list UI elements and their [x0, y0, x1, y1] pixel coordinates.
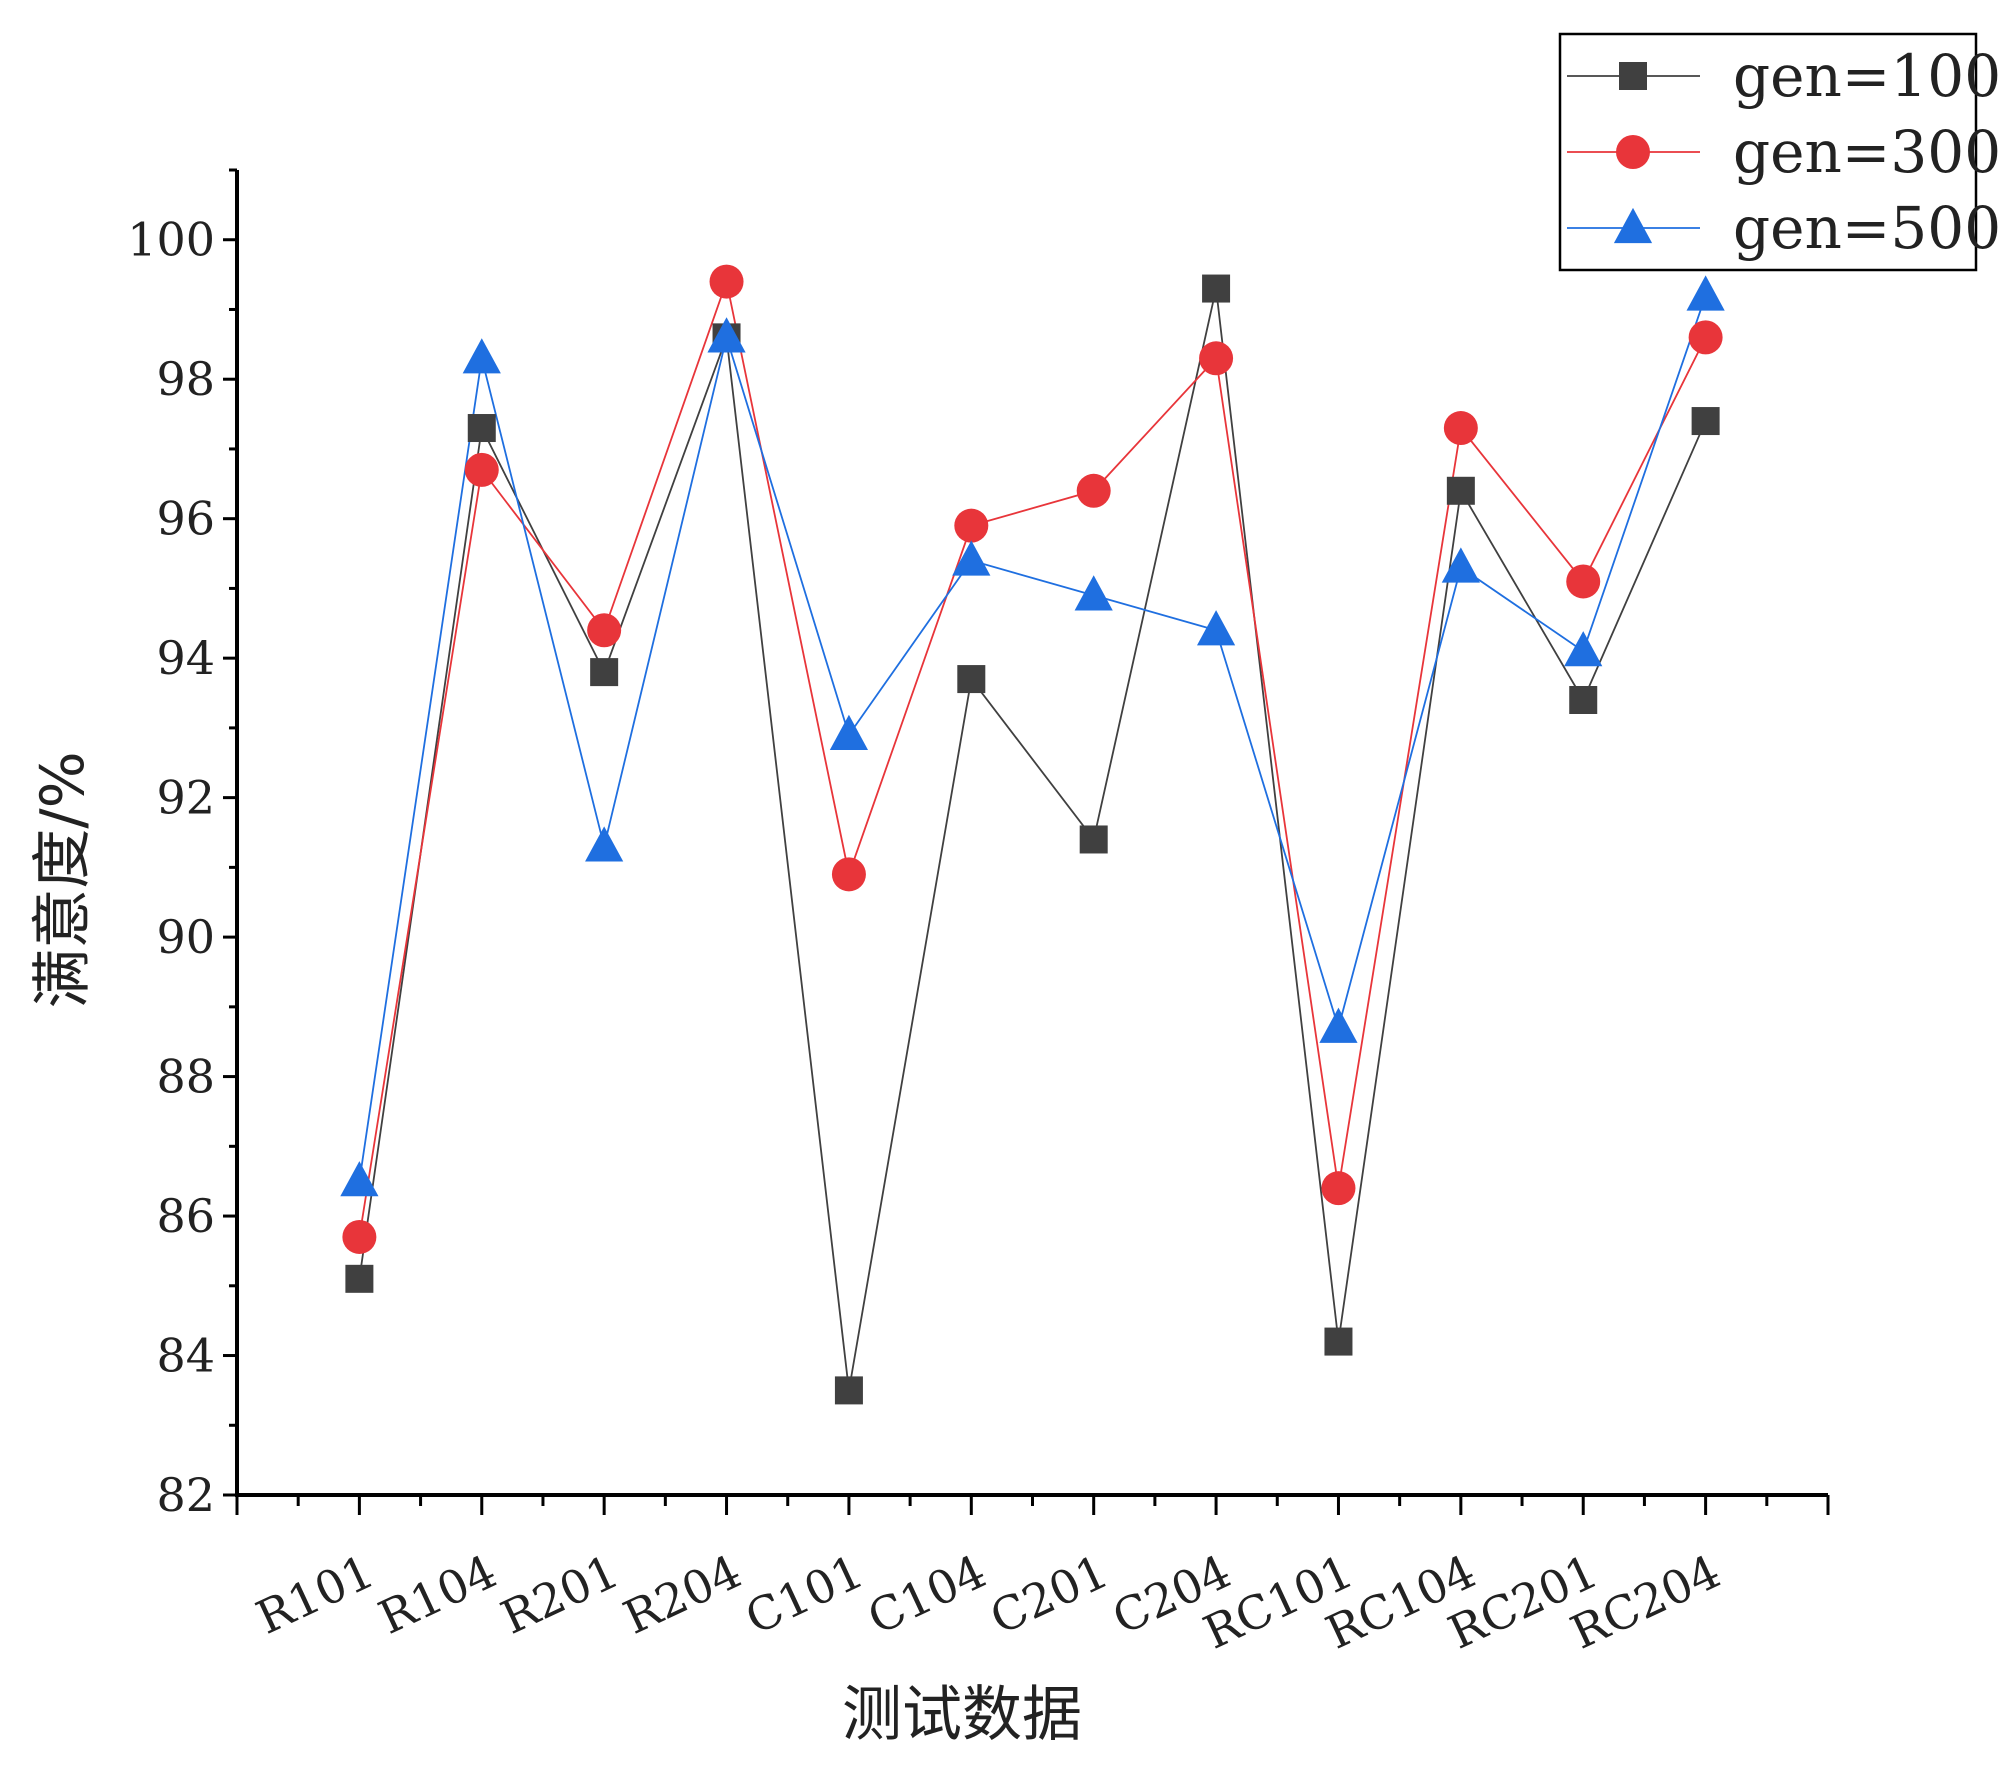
series-2: [358, 295, 1707, 1182]
data-point: [834, 1376, 863, 1405]
data-point: [585, 826, 624, 862]
y-tick-label: 86: [156, 1189, 215, 1243]
data-point: [1691, 407, 1720, 436]
legend: gen=100 gen=300 gen=500: [1558, 32, 2000, 272]
data-point: [954, 508, 989, 543]
data-point: [1074, 575, 1113, 611]
series-2-markers: [340, 275, 1725, 1197]
legend-label: gen=300: [1733, 118, 2000, 186]
x-tick-label: C101: [737, 1544, 871, 1645]
x-tick-label: C201: [982, 1544, 1116, 1645]
data-point: [1196, 610, 1236, 646]
data-point: [1324, 1327, 1353, 1356]
x-axis-title: 测试数据: [842, 1680, 1082, 1750]
data-point: [709, 264, 744, 299]
legend-label: gen=100: [1733, 42, 2000, 110]
data-point: [464, 452, 499, 487]
x-tick-label: R204: [615, 1544, 749, 1645]
data-point: [1686, 275, 1725, 311]
legend-label: gen=500: [1733, 194, 2000, 262]
data-point: [1321, 1171, 1356, 1206]
data-point: [342, 1219, 377, 1254]
series-line: [358, 288, 1707, 1391]
x-tick-label: C104: [860, 1544, 994, 1645]
series-0-markers: [345, 274, 1720, 1405]
y-tick-label: 98: [156, 352, 215, 406]
data-point: [1202, 274, 1231, 303]
data-point: [1569, 686, 1598, 714]
legend-marker: [1613, 207, 1653, 244]
data-point: [462, 338, 501, 374]
y-tick-label: 96: [156, 492, 215, 546]
data-point: [1441, 547, 1480, 583]
data-point: [587, 613, 622, 648]
y-axis-title: 满意度/%: [28, 751, 98, 1008]
x-tick-label: R104: [371, 1544, 505, 1645]
x-tick-label: R101: [248, 1544, 382, 1645]
series-line: [358, 295, 1707, 1182]
y-tick-label: 94: [156, 631, 215, 685]
y-tick-label: 92: [156, 771, 215, 825]
series-0: [358, 288, 1707, 1391]
y-tick-label: 82: [156, 1468, 215, 1522]
data-point: [831, 857, 866, 892]
data-point: [340, 1161, 379, 1197]
legend-marker: [1616, 135, 1650, 169]
data-point: [590, 658, 619, 687]
y-tick-label: 100: [127, 213, 215, 267]
x-tick-label: R201: [493, 1544, 627, 1645]
data-point: [1199, 341, 1234, 376]
y-tick-label: 90: [156, 910, 215, 964]
data-point: [467, 414, 496, 443]
data-point: [345, 1264, 374, 1293]
data-point: [1446, 476, 1475, 505]
legend-marker: [1619, 62, 1647, 90]
y-tick-label: 88: [156, 1050, 215, 1104]
data-point: [1688, 320, 1723, 355]
data-point: [1076, 473, 1111, 508]
axes: 828486889092949698100R101R104R201R204C10…: [127, 168, 1830, 1660]
data-point: [1566, 564, 1601, 599]
data-point: [1319, 1007, 1358, 1043]
data-point: [952, 540, 991, 576]
data-point: [829, 714, 869, 750]
data-point: [1564, 631, 1603, 667]
series-layer: [340, 264, 1725, 1405]
series-line: [358, 278, 1707, 1238]
y-tick-label: 84: [156, 1329, 215, 1383]
data-point: [707, 317, 746, 353]
data-point: [957, 665, 986, 694]
series-1: [358, 278, 1707, 1238]
data-point: [1443, 411, 1478, 446]
data-point: [1079, 825, 1108, 854]
series-1-markers: [342, 264, 1723, 1254]
